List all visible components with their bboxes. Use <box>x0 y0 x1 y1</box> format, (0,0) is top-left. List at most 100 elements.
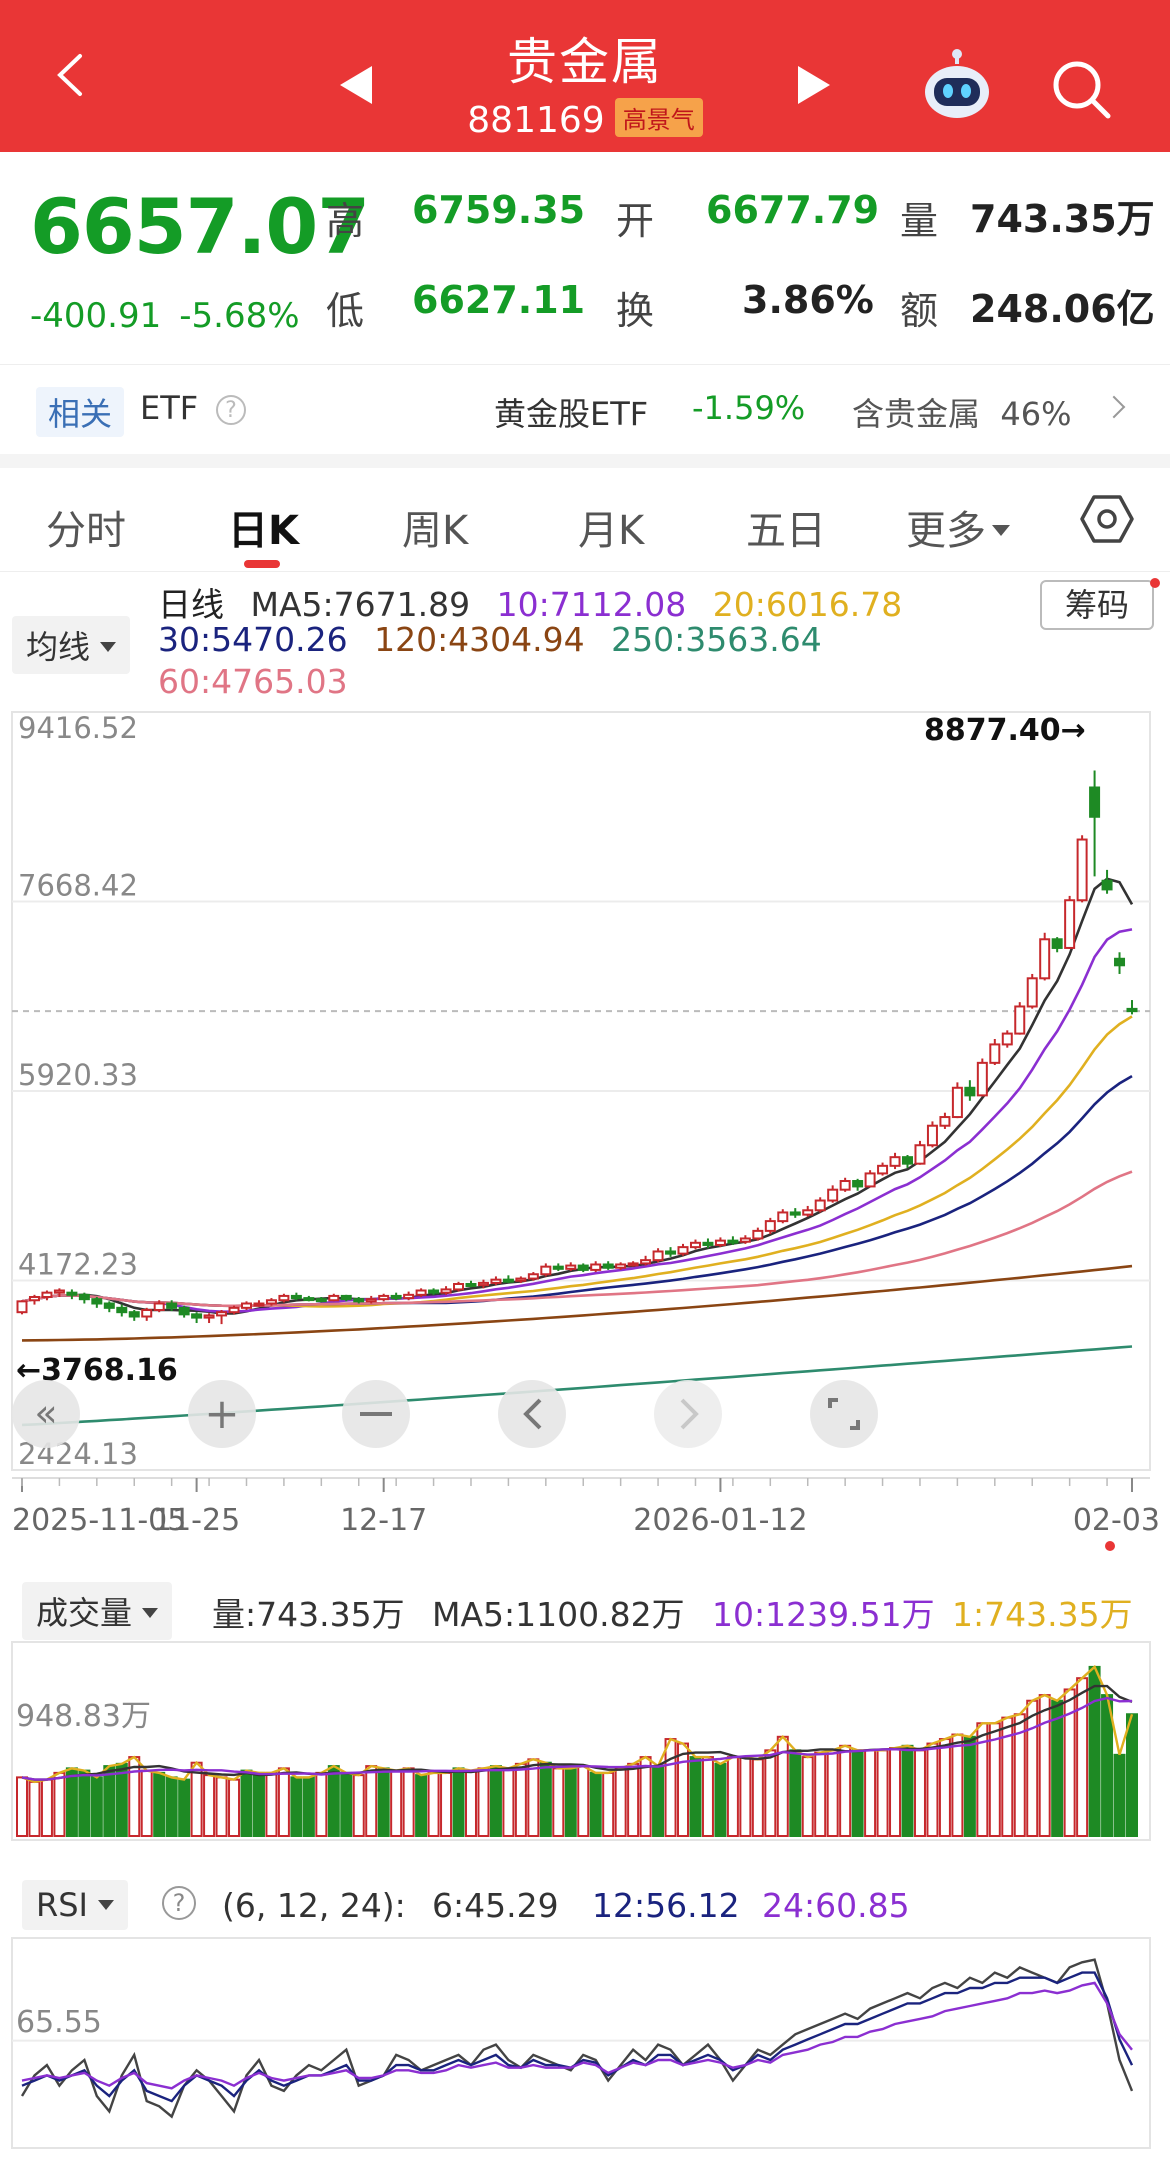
ai-assistant-robot-icon[interactable] <box>920 48 994 122</box>
candlestick <box>577 1263 589 1273</box>
volume-bar <box>901 1744 914 1837</box>
volume-bar <box>564 1767 577 1837</box>
volume-bar <box>1113 1753 1126 1837</box>
volume-bar <box>627 1762 640 1837</box>
candlestick <box>964 1080 976 1101</box>
scroll-right-button[interactable] <box>654 1380 722 1448</box>
volume-bar <box>502 1767 515 1837</box>
y-axis-label: 5920.33 <box>18 1058 138 1092</box>
fullscreen-button[interactable] <box>810 1380 878 1448</box>
candlestick <box>902 1154 914 1169</box>
volume-bar <box>203 1774 216 1837</box>
tab-daily-k[interactable]: 日K <box>228 508 299 554</box>
volume-bar <box>302 1776 315 1838</box>
help-icon[interactable]: ? <box>162 1886 196 1920</box>
tab-five-day[interactable]: 五日 <box>746 508 826 554</box>
indicator-selector[interactable]: 均线 <box>12 616 131 674</box>
candlestick <box>727 1236 739 1245</box>
status-badge[interactable]: 高景气 <box>614 98 703 137</box>
open-label: 开 <box>616 199 655 243</box>
etf-label: ETF <box>140 389 199 427</box>
high-label: 高 <box>326 199 365 243</box>
settings-gear-icon[interactable] <box>1080 492 1134 546</box>
search-icon[interactable] <box>1050 58 1112 120</box>
high-value: 6759.35 <box>412 188 586 232</box>
volume-bar <box>726 1756 739 1837</box>
ma10-value: 10:7112.08 <box>496 585 687 624</box>
volume-bar <box>1088 1665 1101 1838</box>
chevron-right-icon[interactable] <box>1102 395 1126 419</box>
candlestick <box>827 1185 839 1203</box>
candlestick <box>814 1197 826 1213</box>
volume-ma5-line <box>21 1684 1133 1781</box>
previous-symbol-icon[interactable] <box>340 66 372 104</box>
rsi24-value: 24:60.85 <box>762 1886 910 1925</box>
ma120-line <box>21 1264 1133 1342</box>
candlestick <box>764 1217 776 1235</box>
candlestick <box>328 1293 340 1302</box>
tab-more[interactable]: 更多 <box>906 498 1010 556</box>
back-arrow-icon[interactable] <box>48 52 94 98</box>
volume-indicator-selector[interactable]: 成交量 <box>22 1582 173 1640</box>
volume-bar <box>1026 1699 1039 1837</box>
volume-bar <box>789 1749 802 1837</box>
candlestick <box>141 1307 153 1321</box>
volume-bar <box>228 1778 241 1838</box>
caret-down-icon <box>992 525 1010 536</box>
volume-bar <box>826 1749 839 1837</box>
candlestick <box>1051 937 1063 953</box>
amount-label: 额 <box>900 289 939 333</box>
rsi12-line <box>21 1971 1134 2103</box>
amount-value: 248.06亿 <box>970 287 1155 331</box>
next-symbol-icon[interactable] <box>798 66 830 104</box>
tab-weekly-k[interactable]: 周K <box>402 508 469 554</box>
volume-bar <box>751 1758 764 1837</box>
candlestick <box>315 1297 327 1303</box>
gold-etf-name[interactable]: 黄金股ETF <box>494 395 649 433</box>
zoom-in-button[interactable]: + <box>188 1380 256 1448</box>
volume-bar <box>1126 1713 1138 1837</box>
volume-bar <box>365 1765 378 1837</box>
volume-bar <box>926 1742 939 1837</box>
volume-bar <box>1051 1699 1064 1837</box>
volume-label: 量 <box>900 199 939 243</box>
scroll-left-button[interactable] <box>498 1380 566 1448</box>
rsi-chart[interactable]: 65.55 <box>0 1936 1170 2156</box>
candlestick <box>1076 835 1088 903</box>
ma120-value: 120:4304.94 <box>374 620 585 659</box>
tab-monthly-k[interactable]: 月K <box>578 508 645 554</box>
ma-legend: 均线 日线 MA5:7671.89 10:7112.08 20:6016.78 … <box>0 572 1170 702</box>
help-icon[interactable]: ? <box>216 395 246 425</box>
candlestick <box>502 1275 514 1283</box>
volume-bar <box>876 1749 889 1837</box>
candlestick <box>777 1209 789 1224</box>
related-etf-row[interactable]: 相关 ETF ? 黄金股ETF -1.59% 含贵金属 46% <box>0 364 1170 454</box>
chip-distribution-button[interactable]: 筹码 <box>1040 580 1154 630</box>
rsi-indicator-selector[interactable]: RSI <box>22 1880 128 1930</box>
volume-bar <box>514 1762 527 1837</box>
turnover-label: 换 <box>616 289 655 333</box>
candlestick <box>465 1280 477 1288</box>
volume-chart[interactable]: 948.83万 <box>0 1640 1170 1850</box>
volume-bar <box>814 1751 827 1837</box>
rsi24-line <box>21 1981 1133 2090</box>
volume-bar <box>714 1762 727 1837</box>
volume-bar <box>277 1767 290 1837</box>
open-value: 6677.79 <box>706 188 880 232</box>
candlestick <box>153 1300 165 1313</box>
rsi-axis-label: 65.55 <box>16 2005 102 2040</box>
zoom-out-all-button[interactable]: « <box>12 1380 80 1448</box>
period-tabs: 分时 日K 周K 月K 五日 更多 <box>0 468 1170 572</box>
ma5-value: MA5:7671.89 <box>250 585 471 624</box>
volume-bar <box>839 1744 852 1837</box>
volume-bar <box>153 1771 166 1837</box>
candlestick <box>951 1082 963 1119</box>
volume-selector-label: 成交量 <box>36 1594 133 1632</box>
tab-intraday[interactable]: 分时 <box>46 508 126 554</box>
volume-bar <box>589 1771 602 1837</box>
candlestick <box>428 1288 440 1295</box>
zoom-out-button[interactable] <box>342 1380 410 1448</box>
candlestick <box>378 1293 390 1302</box>
volume-bar <box>639 1756 652 1837</box>
